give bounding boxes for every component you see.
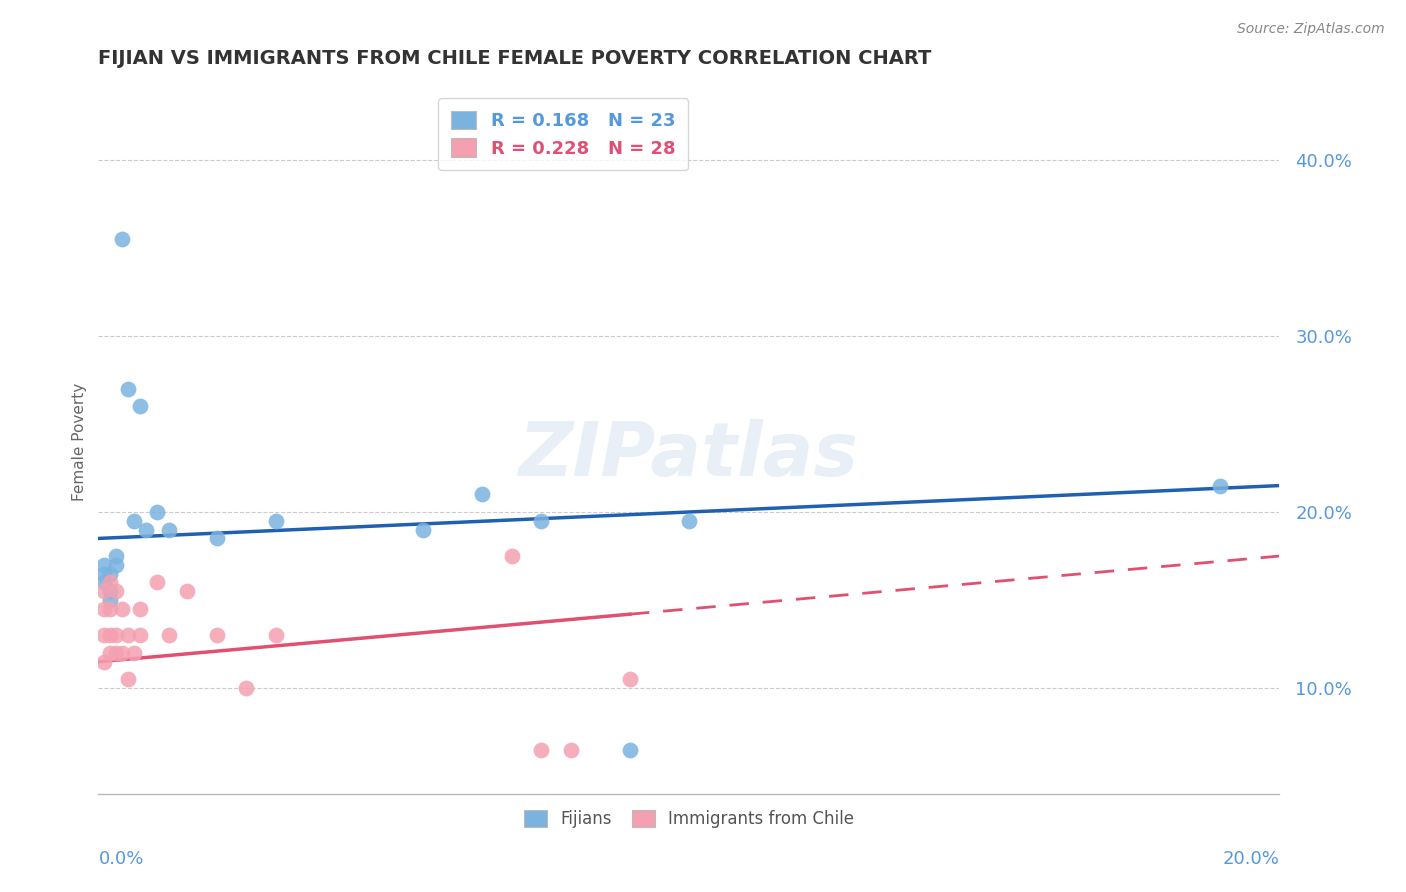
Point <box>146 575 169 590</box>
Text: 20.0%: 20.0% <box>1223 850 1279 868</box>
Point <box>117 382 139 396</box>
Point <box>105 628 128 642</box>
Point <box>93 575 115 590</box>
Point <box>157 628 180 642</box>
Point <box>105 558 128 572</box>
Point <box>235 681 257 696</box>
Point <box>619 743 641 757</box>
Point <box>264 514 287 528</box>
Point <box>1209 478 1232 492</box>
Point <box>105 646 128 660</box>
Point <box>157 523 180 537</box>
Point <box>135 523 157 537</box>
Point <box>93 602 115 616</box>
Point <box>111 646 134 660</box>
Point <box>412 523 434 537</box>
Point <box>93 584 115 599</box>
Point <box>619 673 641 687</box>
Point <box>471 487 494 501</box>
Point <box>117 673 139 687</box>
Point <box>530 743 553 757</box>
Point <box>93 655 115 669</box>
Point <box>205 532 228 546</box>
Point <box>128 602 150 616</box>
Point <box>264 628 287 642</box>
Text: ZIPatlas: ZIPatlas <box>519 419 859 492</box>
Point <box>205 628 228 642</box>
Point <box>678 514 700 528</box>
Point <box>98 575 121 590</box>
Point <box>98 584 121 599</box>
Point <box>93 628 115 642</box>
Point <box>122 646 145 660</box>
Text: FIJIAN VS IMMIGRANTS FROM CHILE FEMALE POVERTY CORRELATION CHART: FIJIAN VS IMMIGRANTS FROM CHILE FEMALE P… <box>98 49 932 68</box>
Point <box>128 399 150 413</box>
Point <box>560 743 582 757</box>
Point <box>122 514 145 528</box>
Point <box>146 505 169 519</box>
Point <box>98 628 121 642</box>
Point <box>105 584 128 599</box>
Point <box>93 558 115 572</box>
Point <box>111 232 134 246</box>
Point <box>111 602 134 616</box>
Point <box>98 593 121 607</box>
Legend: Fijians, Immigrants from Chile: Fijians, Immigrants from Chile <box>517 804 860 835</box>
Point <box>98 566 121 581</box>
Point <box>128 628 150 642</box>
Point <box>93 566 115 581</box>
Point <box>501 549 523 563</box>
Point <box>105 549 128 563</box>
Point <box>98 602 121 616</box>
Point <box>117 628 139 642</box>
Point <box>98 646 121 660</box>
Text: Source: ZipAtlas.com: Source: ZipAtlas.com <box>1237 22 1385 37</box>
Text: 0.0%: 0.0% <box>98 850 143 868</box>
Y-axis label: Female Poverty: Female Poverty <box>72 383 87 500</box>
Point <box>530 514 553 528</box>
Point <box>176 584 198 599</box>
